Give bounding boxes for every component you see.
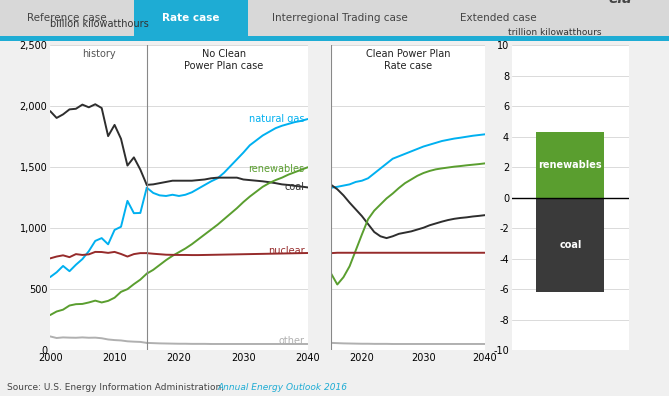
Text: Clean Power Plan
Rate case: Clean Power Plan Rate case bbox=[366, 49, 450, 71]
Text: Annual Energy Outlook 2016: Annual Energy Outlook 2016 bbox=[217, 383, 347, 392]
Text: Extended case: Extended case bbox=[460, 13, 537, 23]
Text: Source: U.S. Energy Information Administration,: Source: U.S. Energy Information Administ… bbox=[7, 383, 227, 392]
Text: Rate case: Rate case bbox=[162, 13, 219, 23]
Text: billion kilowatthours: billion kilowatthours bbox=[50, 19, 149, 29]
Text: Interregional Trading case: Interregional Trading case bbox=[272, 13, 407, 23]
Text: Reference case: Reference case bbox=[27, 13, 107, 23]
Text: trillion kilowatthours: trillion kilowatthours bbox=[508, 28, 602, 37]
Text: eia: eia bbox=[609, 0, 632, 6]
Text: renewables: renewables bbox=[248, 164, 304, 174]
Text: renewables: renewables bbox=[539, 160, 602, 170]
Text: nuclear: nuclear bbox=[268, 246, 304, 256]
Text: other: other bbox=[278, 336, 304, 346]
Text: coal: coal bbox=[559, 240, 581, 250]
Bar bbox=[536, 198, 605, 293]
Text: natural gas: natural gas bbox=[249, 114, 304, 124]
Text: No Clean
Power Plan case: No Clean Power Plan case bbox=[185, 49, 264, 71]
Text: coal: coal bbox=[284, 183, 304, 192]
Bar bbox=[536, 132, 605, 198]
Text: history: history bbox=[82, 49, 115, 59]
